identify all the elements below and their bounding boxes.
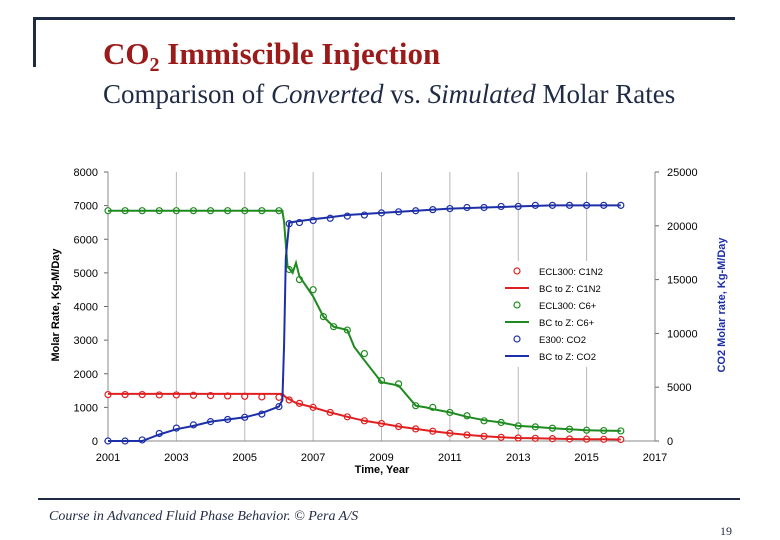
molar-rate-chart: 2001 2003 2005 2007 2009 2011 2013 2015 20170100… [50, 167, 728, 476]
y-tick-label: 3000 [74, 335, 98, 347]
series-point-ecl300-c1n2 [172, 391, 180, 399]
y2-tick-label: 15000 [667, 275, 698, 287]
legend-entry-label: ECL300: C1N2 [539, 267, 603, 278]
series-line-bc-to-z-co2 [108, 204, 621, 442]
left-frame-rule [33, 17, 36, 67]
legend-entry-label: BC to Z: C1N2 [539, 284, 601, 295]
top-frame-rule [33, 17, 735, 20]
series-line-bc-to-z-c6 [108, 209, 621, 432]
bottom-frame-rule [38, 498, 740, 500]
x-tick-label: 2009 [369, 452, 393, 464]
series-point-ecl300-c1n2 [155, 391, 163, 399]
series-point-ecl300-c6 [360, 349, 369, 358]
x-tick-label: 2017 [643, 452, 667, 464]
y-tick-label: 6000 [74, 234, 98, 246]
y-axis-label: Molar Rate, Kg-M/Day [50, 248, 62, 362]
x-tick-label: 2005 [233, 452, 257, 464]
page-number: 19 [720, 524, 732, 538]
y-tick-label: 7000 [74, 201, 98, 213]
x-tick-label: 2013 [506, 452, 530, 464]
legend-background [497, 261, 625, 367]
y-tick-label: 8000 [74, 167, 98, 179]
y2-tick-label: 10000 [667, 328, 698, 340]
y2-tick-label: 5000 [667, 382, 691, 394]
y2-axis-label: CO2 Molar rate, Kg-M/Day [716, 237, 728, 373]
legend-entry-label: BC to Z: CO2 [539, 352, 596, 363]
series-point-ecl300-c6 [309, 286, 317, 294]
legend-swatch-marker [513, 267, 521, 275]
y-tick-label: 2000 [74, 369, 98, 381]
series-layer [104, 201, 625, 445]
y2-tick-label: 20000 [667, 221, 698, 233]
series-point-ecl300-c1n2 [275, 393, 283, 401]
y2-tick-label: 25000 [667, 167, 698, 179]
legend-swatch-marker [513, 335, 521, 343]
legend-swatch-marker [513, 301, 521, 309]
x-tick-label: 2001 [96, 452, 120, 464]
x-tick-label: 2011 [438, 452, 462, 464]
x-tick-label: 2003 [164, 452, 188, 464]
y-tick-label: 0 [92, 436, 98, 448]
series-line-bc-to-z-c1n2 [108, 392, 621, 441]
legend: ECL300: C1N2 BC to Z: C1N2 ECL300: C6+ BC t… [497, 261, 625, 367]
legend-entry-label: BC to Z: C6+ [539, 318, 595, 329]
y-tick-label: 5000 [74, 268, 98, 280]
y2-tick-label: 0 [667, 436, 673, 448]
x-tick-label: 2007 [301, 452, 325, 464]
legend-entry-label: ECL300: C6+ [539, 301, 597, 312]
y-tick-label: 1000 [74, 402, 98, 414]
slide-title: CO2 Immiscible Injection [103, 36, 441, 77]
x-axis-label: Time, Year [355, 464, 410, 476]
y-tick-label: 4000 [74, 302, 98, 314]
slide-subtitle: Comparison of Converted vs. Simulated Mo… [103, 79, 676, 109]
x-tick-label: 2015 [574, 452, 598, 464]
legend-entry-label: E300: CO2 [539, 335, 586, 346]
footer-credit: Course in Advanced Fluid Phase Behavior.… [49, 509, 359, 524]
